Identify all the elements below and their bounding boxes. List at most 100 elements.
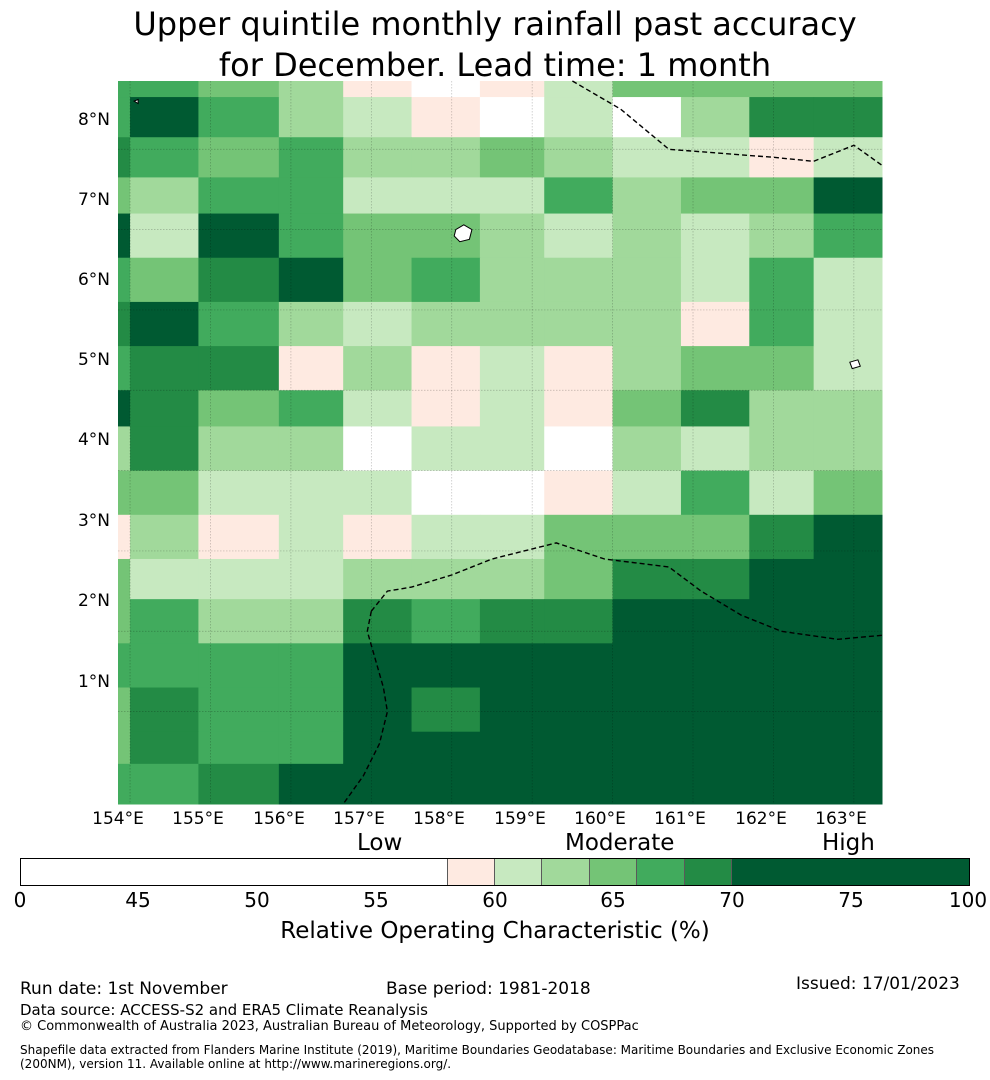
grid-cell xyxy=(680,514,750,560)
grid-cell xyxy=(130,390,199,427)
grid-cell xyxy=(343,257,413,303)
grid-cell xyxy=(612,470,682,516)
grid-cell xyxy=(813,643,883,689)
colorbar-tick-55: 55 xyxy=(363,888,389,912)
grid-cell xyxy=(278,213,344,259)
grid-cell xyxy=(479,97,545,138)
colorbar-segment xyxy=(637,859,685,885)
grid-cell xyxy=(130,558,199,600)
grid-cell xyxy=(343,97,413,138)
grid-cell xyxy=(343,687,413,733)
grid-cell xyxy=(680,81,750,98)
lon-label-163e: 163°E xyxy=(815,809,867,829)
grid-cell xyxy=(479,257,545,303)
grid-cell xyxy=(411,470,481,516)
eez-boundary-line xyxy=(342,611,389,805)
grid-cell xyxy=(278,177,344,215)
grid-cell xyxy=(749,599,815,644)
grid-cell xyxy=(680,599,750,644)
grid-cell xyxy=(198,257,280,303)
colorbar-tick-65: 65 xyxy=(600,888,626,912)
data-source: Data source: ACCESS-S2 and ERA5 Climate … xyxy=(20,1001,428,1019)
grid-cell xyxy=(118,177,131,215)
grid-cell xyxy=(544,390,614,427)
grid-cell xyxy=(343,346,413,391)
grid-cell xyxy=(544,558,614,600)
grid-cell xyxy=(343,470,413,516)
grid-cell xyxy=(343,301,413,347)
grid-cell xyxy=(118,599,131,644)
grid-cell xyxy=(680,257,750,303)
grid-cell xyxy=(198,137,280,178)
grid-cell xyxy=(612,301,682,347)
grid-cell xyxy=(612,426,682,472)
grid-cell xyxy=(813,390,883,427)
grid-cell xyxy=(118,470,131,516)
eez-boundary-line xyxy=(572,80,883,166)
grid-cell xyxy=(612,81,682,98)
grid-cell xyxy=(544,346,614,391)
colorbar-tick-50: 50 xyxy=(244,888,270,912)
grid-cell xyxy=(198,763,280,805)
grid-cell xyxy=(198,426,280,472)
grid-cell xyxy=(118,97,131,138)
grid-cell xyxy=(680,346,750,391)
grid-cell xyxy=(130,599,199,644)
grid-cell xyxy=(479,301,545,347)
grid-cell xyxy=(479,177,545,215)
grid-cell xyxy=(130,346,199,391)
grid-cell xyxy=(813,426,883,472)
grid-cell xyxy=(198,97,280,138)
grid-cell xyxy=(198,346,280,391)
grid-cell xyxy=(680,137,750,178)
grid-cell xyxy=(278,426,344,472)
colorbar-segment xyxy=(542,859,590,885)
grid-cell xyxy=(278,137,344,178)
grid-cell xyxy=(278,763,344,805)
grid-cell xyxy=(749,643,815,689)
lat-label-3n: 3°N xyxy=(77,511,110,531)
grid-cell xyxy=(544,213,614,259)
grid-cell xyxy=(278,731,344,765)
grid-cell xyxy=(544,97,614,138)
grid-cell xyxy=(749,97,815,138)
grid-cell xyxy=(118,390,131,427)
grid-cell xyxy=(118,643,131,689)
grid-cell xyxy=(343,81,413,98)
colorbar-tick-60: 60 xyxy=(482,888,508,912)
grid-cell xyxy=(680,731,750,765)
grid-cell xyxy=(343,514,413,560)
grid-cell xyxy=(479,687,545,733)
eez-boundaries xyxy=(342,80,883,805)
grid-cell xyxy=(278,643,344,689)
colorbar-tick-45: 45 xyxy=(125,888,151,912)
grid-cell xyxy=(749,470,815,516)
grid-cell xyxy=(118,301,131,347)
grid-cell xyxy=(130,643,199,689)
grid-cell xyxy=(749,763,815,805)
grid-cell xyxy=(278,81,344,98)
grid-cell xyxy=(130,301,199,347)
grid-cell xyxy=(749,731,815,765)
grid-cell xyxy=(479,426,545,472)
grid-cell xyxy=(544,687,614,733)
grid-cell xyxy=(343,763,413,805)
grid-cell xyxy=(411,301,481,347)
grid-cell xyxy=(198,177,280,215)
grid-cell xyxy=(278,257,344,303)
lat-label-7n: 7°N xyxy=(77,190,110,210)
shapefile-credit-line-2: (200NM), version 11. Available online at… xyxy=(20,1057,452,1071)
grid-cell xyxy=(612,137,682,178)
grid-cell xyxy=(813,301,883,347)
island-outlines xyxy=(132,98,861,370)
grid-cell xyxy=(813,81,883,98)
grid-cell xyxy=(130,426,199,472)
grid-cell xyxy=(411,346,481,391)
grid-cell xyxy=(544,81,614,98)
map-gridlines xyxy=(118,81,882,804)
grid-cell xyxy=(118,731,131,765)
grid-cell xyxy=(411,558,481,600)
grid-cell xyxy=(680,763,750,805)
grid-cell xyxy=(118,687,131,733)
lon-label-158e: 158°E xyxy=(413,809,465,829)
